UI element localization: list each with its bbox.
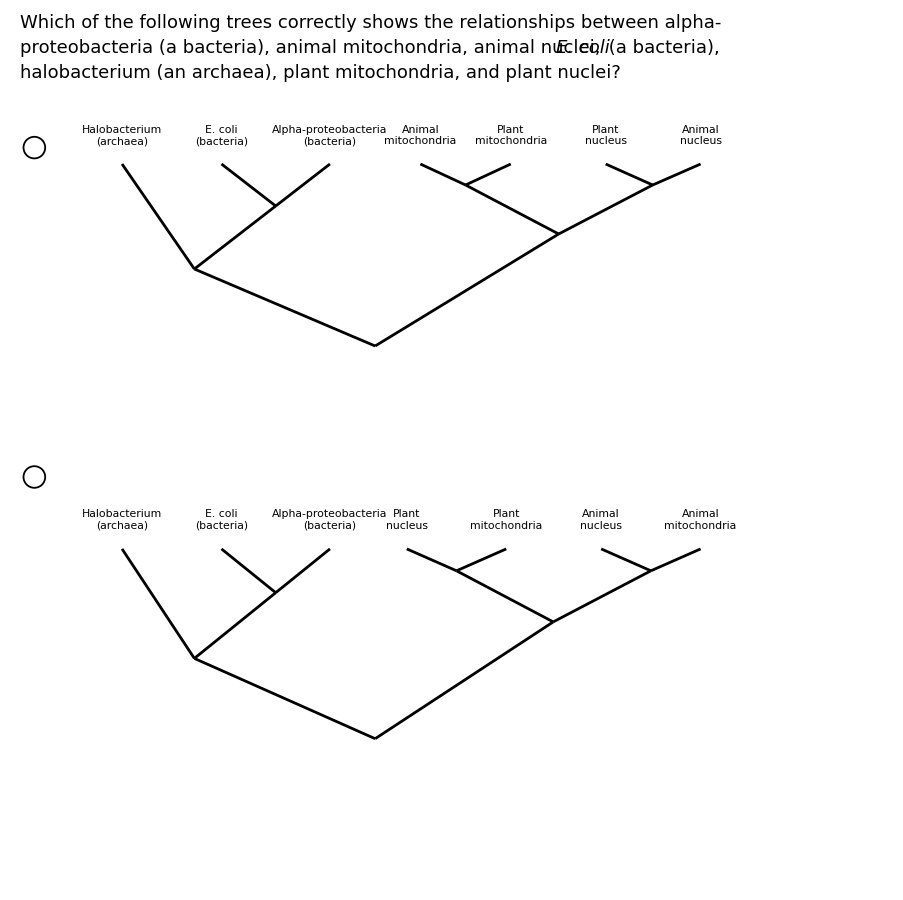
Text: Alpha-proteobacteria
(bacteria): Alpha-proteobacteria (bacteria) <box>272 509 387 531</box>
Text: Animal
nucleus: Animal nucleus <box>580 509 621 531</box>
Text: Which of the following trees correctly shows the relationships between alpha-: Which of the following trees correctly s… <box>20 14 721 32</box>
Text: Plant
mitochondria: Plant mitochondria <box>470 509 542 531</box>
Text: Plant
mitochondria: Plant mitochondria <box>474 125 546 147</box>
Text: halobacterium (an archaea), plant mitochondria, and plant nuclei?: halobacterium (an archaea), plant mitoch… <box>20 64 620 82</box>
Text: Plant
nucleus: Plant nucleus <box>584 125 626 147</box>
Text: Animal
mitochondria: Animal mitochondria <box>664 509 736 531</box>
Text: E. coli
(bacteria): E. coli (bacteria) <box>195 509 247 531</box>
Text: Plant
nucleus: Plant nucleus <box>386 509 427 531</box>
Text: Halobacterium
(archaea): Halobacterium (archaea) <box>82 125 162 147</box>
Text: Alpha-proteobacteria
(bacteria): Alpha-proteobacteria (bacteria) <box>272 125 387 147</box>
Text: Animal
nucleus: Animal nucleus <box>679 125 721 147</box>
Text: E. coli: E. coli <box>555 39 609 57</box>
Text: (a bacteria),: (a bacteria), <box>602 39 719 57</box>
Text: Animal
mitochondria: Animal mitochondria <box>384 125 456 147</box>
Text: proteobacteria (a bacteria), animal mitochondria, animal nuclei,: proteobacteria (a bacteria), animal mito… <box>20 39 606 57</box>
Text: E. coli
(bacteria): E. coli (bacteria) <box>195 125 247 147</box>
Text: Halobacterium
(archaea): Halobacterium (archaea) <box>82 509 162 531</box>
